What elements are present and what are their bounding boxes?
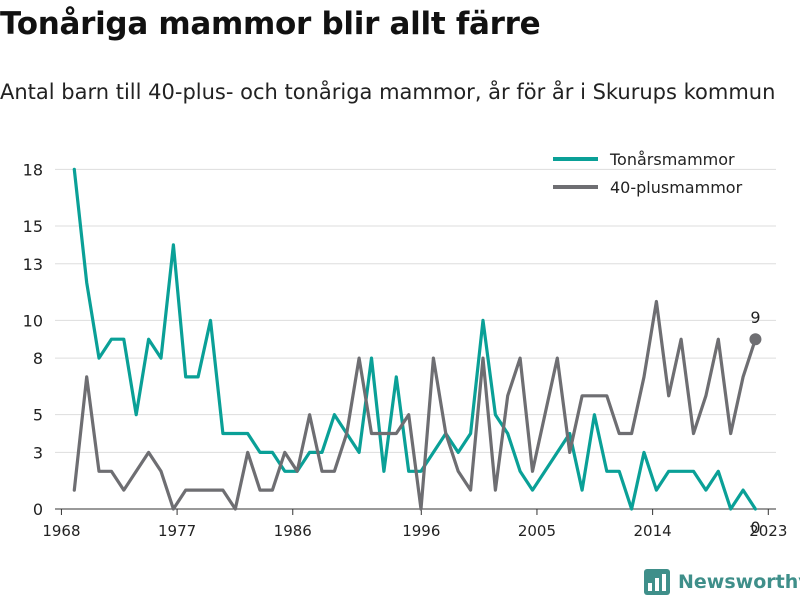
chart-title: Tonåriga mammor blir allt färre <box>0 6 541 42</box>
series-lines: 09 <box>72 167 762 537</box>
x-tick-label: 1977 <box>158 522 196 540</box>
series-end-point <box>749 333 762 346</box>
y-tick-label: 15 <box>23 217 43 236</box>
x-tick-label: 1986 <box>274 522 312 540</box>
legend-label-teen: Tonårsmammor <box>609 150 735 169</box>
legend: Tonårsmammor 40-plusmammor <box>553 150 743 197</box>
y-tick-label: 0 <box>33 500 43 519</box>
series-line-forty <box>72 299 758 511</box>
brand-name: Newsworthy <box>678 571 800 593</box>
y-tick-label: 3 <box>33 443 43 462</box>
x-tick-label: 1968 <box>42 522 80 540</box>
data-label: 9 <box>750 308 760 327</box>
axis-labels: 0 3 5 8 10 13 15 18 1968 1977 1986 1996 2005 2014 2023 <box>23 160 788 540</box>
x-tick-label: 1996 <box>402 522 440 540</box>
x-tick-label: 2014 <box>634 522 672 540</box>
y-tick-label: 13 <box>23 255 43 274</box>
x-tick-label: 2023 <box>749 522 787 540</box>
y-tick-label: 18 <box>23 160 43 179</box>
brand: Newsworthy <box>644 569 800 595</box>
newsworthy-logo-icon <box>644 569 670 595</box>
legend-label-forty: 40-plusmammor <box>610 178 743 197</box>
y-tick-label: 5 <box>33 406 43 425</box>
x-tick-label: 2005 <box>518 522 556 540</box>
chart-subtitle: Antal barn till 40-plus- och tonåriga ma… <box>0 80 776 104</box>
y-tick-label: 10 <box>23 311 43 330</box>
data-label: 0 <box>750 518 760 537</box>
y-tick-label: 8 <box>33 349 43 368</box>
